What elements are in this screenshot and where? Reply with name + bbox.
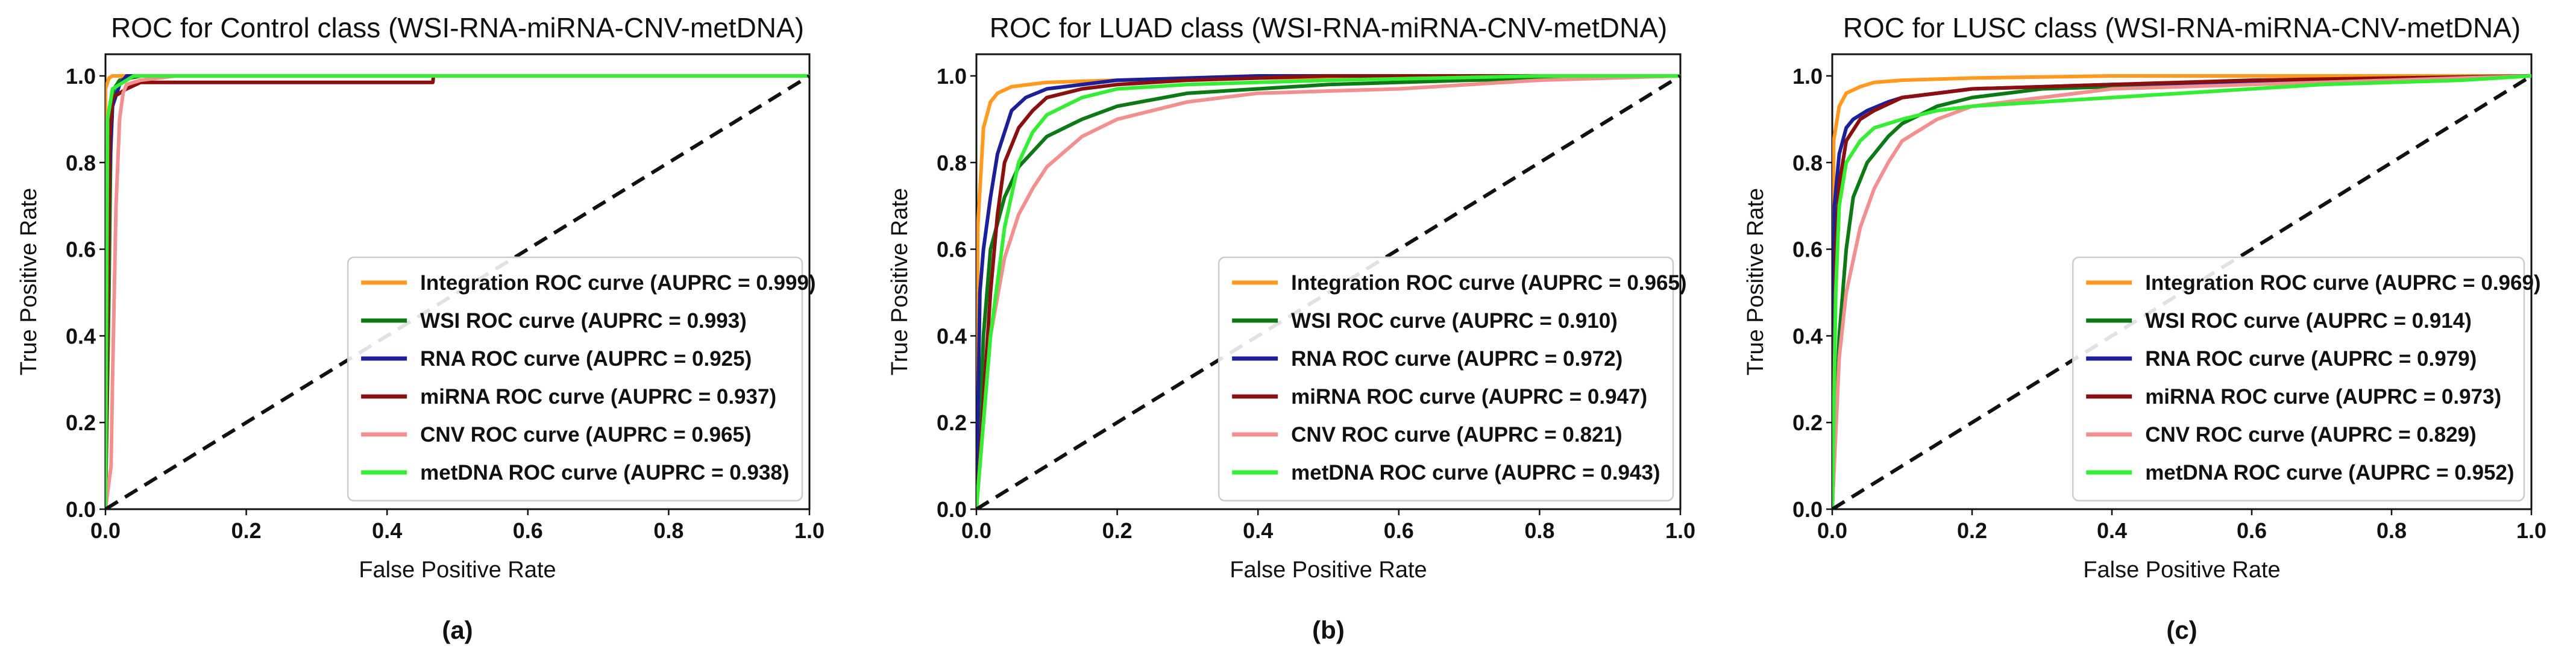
chart-title: ROC for Control class (WSI-RNA-miRNA-CNV… [111, 12, 804, 43]
chart-title: ROC for LUAD class (WSI-RNA-miRNA-CNV-me… [990, 12, 1667, 43]
roc-curve-3 [976, 74, 1680, 509]
x-tick-label: 0.6 [1384, 518, 1414, 543]
y-tick-label: 0.8 [66, 151, 96, 175]
y-axis-label: True Positive Rate [16, 188, 42, 375]
x-tick-label: 0.8 [2377, 518, 2407, 543]
legend-entry: miRNA ROC curve (AUPRC = 0.973) [2145, 385, 2501, 409]
roc-curve-6 [105, 74, 809, 509]
y-tick-label: 0.2 [937, 410, 967, 435]
panel-caption: (a) [442, 616, 473, 644]
legend: Integration ROC curve (AUPRC = 0.965) WSI… [1217, 256, 1687, 502]
x-tick-label: 0.6 [513, 518, 543, 543]
x-tick-label: 0.4 [2097, 518, 2127, 543]
chart-title: ROC for LUSC class (WSI-RNA-miRNA-CNV-me… [1843, 12, 2521, 43]
roc-panel-3: ROC for LUSC class (WSI-RNA-miRNA-CNV-me… [1743, 12, 2546, 644]
y-tick-label: 0.6 [66, 237, 96, 262]
roc-curve-6 [976, 74, 1680, 509]
legend-entry: WSI ROC curve (AUPRC = 0.993) [420, 309, 747, 333]
y-tick-label: 1.0 [1792, 64, 1823, 89]
x-tick-label: 0.0 [961, 518, 991, 543]
y-tick-label: 0.8 [1792, 151, 1823, 175]
legend-entry: Integration ROC curve (AUPRC = 0.969) [2145, 271, 2540, 295]
roc-curve-2 [976, 74, 1680, 509]
roc-panel-1: ROC for Control class (WSI-RNA-miRNA-CNV… [16, 12, 825, 644]
legend-entry: miRNA ROC curve (AUPRC = 0.947) [1291, 385, 1647, 409]
y-axis-label: True Positive Rate [887, 188, 913, 375]
curves-group [976, 74, 1680, 509]
legend-entry: RNA ROC curve (AUPRC = 0.925) [420, 347, 752, 371]
roc-curve-6 [1832, 74, 2531, 509]
legend-entry: CNV ROC curve (AUPRC = 0.829) [2145, 423, 2476, 447]
y-tick-label: 1.0 [66, 64, 96, 89]
panel-caption: (b) [1312, 616, 1345, 644]
panel-caption: (c) [2166, 616, 2197, 644]
x-tick-label: 1.0 [2516, 518, 2546, 543]
y-tick-label: 0.0 [1792, 497, 1823, 522]
legend: Integration ROC curve (AUPRC = 0.969) WSI… [2072, 256, 2541, 502]
legend-entry: metDNA ROC curve (AUPRC = 0.943) [1291, 461, 1660, 484]
y-tick-label: 0.0 [937, 497, 967, 522]
y-tick-label: 0.0 [66, 497, 96, 522]
legend-box [2072, 256, 2525, 502]
x-tick-label: 0.8 [1524, 518, 1554, 543]
legend-entry: RNA ROC curve (AUPRC = 0.979) [2145, 347, 2477, 371]
roc-curve-4 [976, 74, 1680, 509]
legend-box [1217, 256, 1674, 502]
x-tick-label: 0.4 [1243, 518, 1273, 543]
x-tick-label: 0.2 [1957, 518, 1987, 543]
x-tick-label: 0.2 [231, 518, 262, 543]
roc-curve-1 [1832, 74, 2531, 509]
roc-panel-2: ROC for LUAD class (WSI-RNA-miRNA-CNV-me… [887, 12, 1695, 644]
legend-entry: RNA ROC curve (AUPRC = 0.972) [1291, 347, 1623, 371]
x-tick-label: 0.6 [2237, 518, 2267, 543]
y-tick-label: 0.6 [937, 237, 967, 262]
legend-entry: Integration ROC curve (AUPRC = 0.999) [420, 271, 815, 295]
legend-entry: Integration ROC curve (AUPRC = 0.965) [1291, 271, 1686, 295]
roc-curve-4 [105, 74, 809, 509]
legend-box [347, 256, 803, 502]
legend-entry: WSI ROC curve (AUPRC = 0.914) [2145, 309, 2472, 333]
y-tick-label: 0.4 [1792, 324, 1823, 348]
y-axis-label: True Positive Rate [1743, 188, 1768, 375]
x-tick-label: 0.8 [653, 518, 683, 543]
x-tick-label: 0.0 [1817, 518, 1847, 543]
legend-entry: CNV ROC curve (AUPRC = 0.965) [420, 423, 751, 447]
legend-entry: WSI ROC curve (AUPRC = 0.910) [1291, 309, 1618, 333]
legend-entry: miRNA ROC curve (AUPRC = 0.937) [420, 385, 776, 409]
curves-group [1832, 74, 2531, 509]
y-tick-label: 0.4 [937, 324, 967, 348]
y-tick-label: 0.6 [1792, 237, 1823, 262]
x-axis-label: False Positive Rate [359, 557, 556, 583]
x-tick-label: 1.0 [1665, 518, 1695, 543]
legend-entry: CNV ROC curve (AUPRC = 0.821) [1291, 423, 1622, 447]
x-tick-label: 0.0 [90, 518, 121, 543]
y-tick-label: 0.8 [937, 151, 967, 175]
y-tick-label: 1.0 [937, 64, 967, 89]
roc-curve-5 [1832, 74, 2531, 509]
legend-entry: metDNA ROC curve (AUPRC = 0.938) [420, 461, 789, 484]
legend-entry: metDNA ROC curve (AUPRC = 0.952) [2145, 461, 2514, 484]
roc-curve-5 [105, 74, 809, 509]
x-axis-label: False Positive Rate [1230, 557, 1427, 583]
x-tick-label: 1.0 [794, 518, 825, 543]
y-tick-label: 0.4 [66, 324, 96, 348]
x-tick-label: 0.4 [372, 518, 402, 543]
x-tick-label: 0.2 [1102, 518, 1132, 543]
y-tick-label: 0.2 [66, 410, 96, 435]
curves-group [105, 74, 809, 509]
legend: Integration ROC curve (AUPRC = 0.999) WSI… [347, 256, 816, 502]
x-axis-label: False Positive Rate [2083, 557, 2280, 583]
y-tick-label: 0.2 [1792, 410, 1823, 435]
roc-curve-5 [976, 74, 1680, 509]
